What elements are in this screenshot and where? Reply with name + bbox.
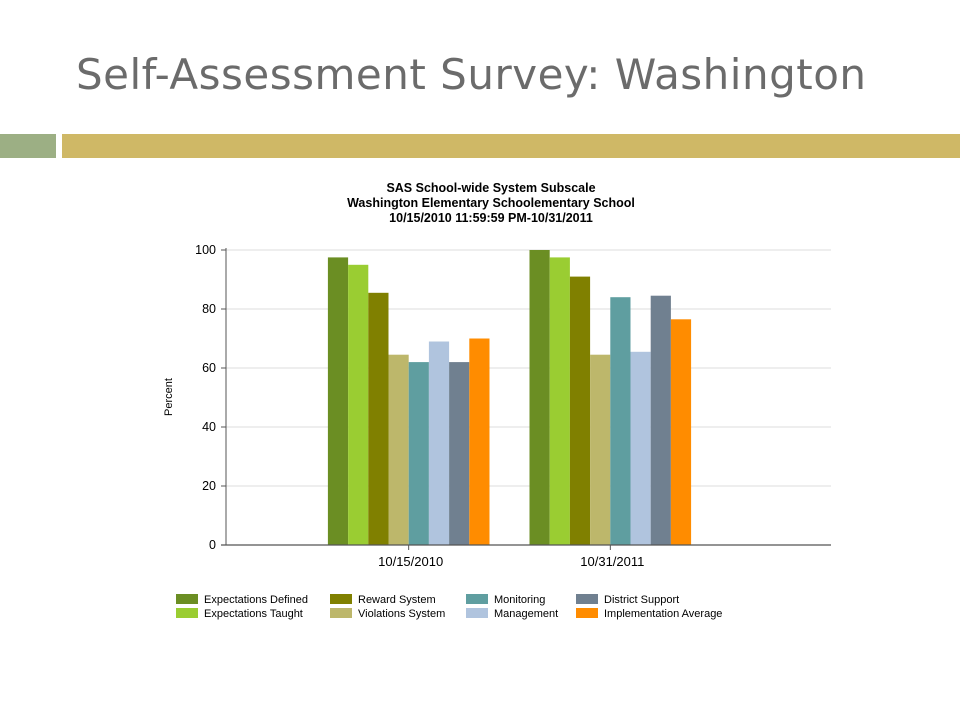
legend-label: Implementation Average xyxy=(604,608,722,620)
legend-label: Expectations Defined xyxy=(204,594,308,606)
chart-title-line-3: 10/15/2010 11:59:59 PM-10/31/2011 xyxy=(389,211,593,225)
bar-expectations-defined-0 xyxy=(327,257,349,545)
bar-district-support-1 xyxy=(650,295,671,545)
bar-expectations-taught-0 xyxy=(348,264,369,546)
legend-label: Expectations Taught xyxy=(204,608,303,620)
chart-title-group: SAS School-wide System Subscale Washingt… xyxy=(347,181,635,225)
legend: Expectations Defined Expectations Taught R… xyxy=(176,594,722,620)
legend-label: Monitoring xyxy=(494,594,545,606)
legend-swatch xyxy=(466,594,488,604)
legend-swatch xyxy=(576,608,598,618)
y-tick-label: 80 xyxy=(202,302,216,316)
legend-swatch xyxy=(176,594,198,604)
bars xyxy=(327,250,692,546)
legend-label: Management xyxy=(494,608,558,620)
legend-swatch xyxy=(176,608,198,618)
y-tick-labels: 0 20 40 60 80 100 xyxy=(195,243,226,552)
bar-monitoring-0 xyxy=(408,362,429,545)
y-tick-label: 20 xyxy=(202,479,216,493)
bar-management-0 xyxy=(428,341,450,545)
legend-swatch xyxy=(330,594,352,604)
y-tick-label: 0 xyxy=(209,538,216,552)
bar-expectations-taught-1 xyxy=(549,257,570,545)
y-tick-label: 40 xyxy=(202,420,216,434)
accent-bar-left xyxy=(0,134,56,158)
bar-monitoring-1 xyxy=(610,297,631,545)
y-tick-label: 60 xyxy=(202,361,216,375)
bar-reward-system-0 xyxy=(368,292,389,545)
legend-label: Reward System xyxy=(358,594,436,606)
y-axis-label: Percent xyxy=(163,378,175,416)
bar-district-support-0 xyxy=(449,362,470,545)
legend-label: District Support xyxy=(604,594,679,606)
bar-violations-system-0 xyxy=(388,354,409,545)
legend-swatch xyxy=(330,608,352,618)
x-category-labels: 10/15/2010 10/31/2011 xyxy=(378,545,644,569)
legend-swatch xyxy=(466,608,488,618)
y-tick-label: 100 xyxy=(195,243,216,257)
x-category-label: 10/15/2010 xyxy=(378,554,443,569)
bar-management-1 xyxy=(630,351,651,545)
legend-swatch xyxy=(576,594,598,604)
bar-violations-system-1 xyxy=(590,354,611,545)
axes xyxy=(221,248,831,546)
bar-expectations-defined-1 xyxy=(529,250,550,545)
bar-reward-system-1 xyxy=(569,276,591,545)
x-category-label: 10/31/2011 xyxy=(580,554,644,569)
slide-title: Self-Assessment Survey: Washington xyxy=(76,50,867,99)
gridlines xyxy=(226,249,831,487)
bar-implementation-average-1 xyxy=(670,319,692,545)
chart-title-line-1: SAS School-wide System Subscale xyxy=(386,181,595,195)
bar-implementation-average-0 xyxy=(469,338,490,545)
accent-bar-right xyxy=(62,134,960,158)
chart-title-line-2: Washington Elementary Schoolementary Sch… xyxy=(347,196,635,210)
legend-label: Violations System xyxy=(358,608,445,620)
